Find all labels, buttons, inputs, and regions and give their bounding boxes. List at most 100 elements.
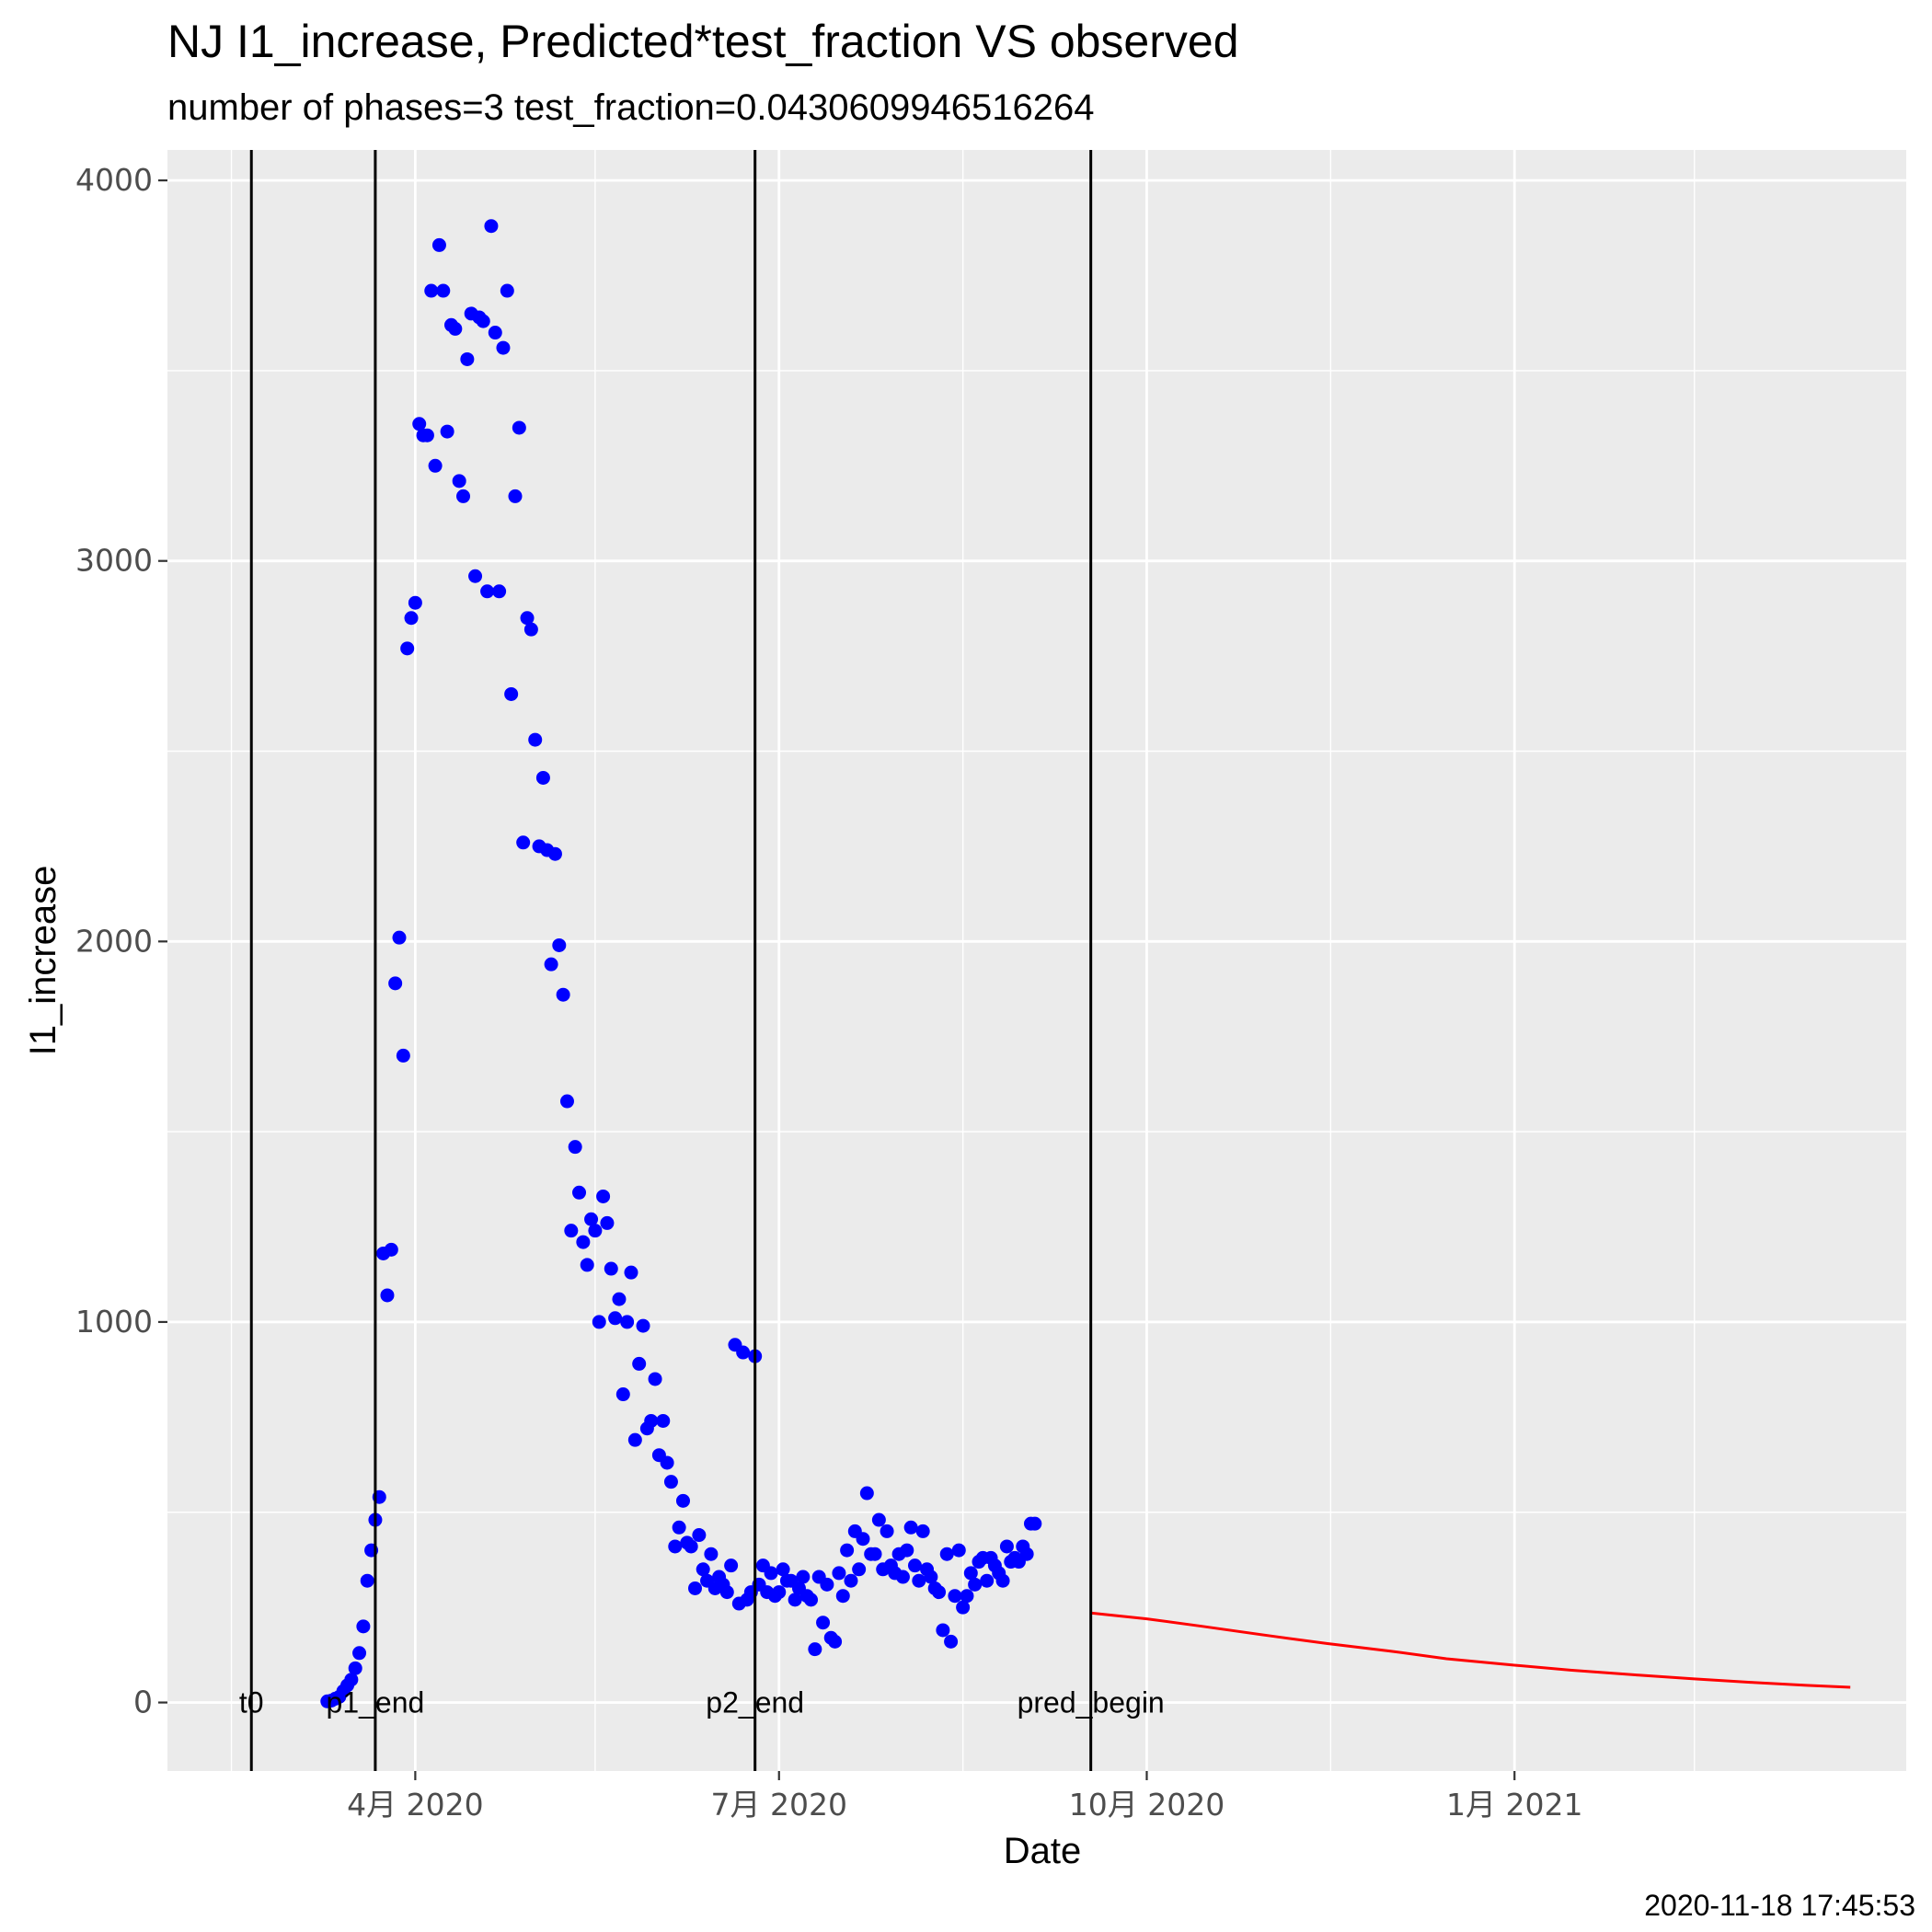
observed-point xyxy=(900,1543,914,1558)
phase-label: p1_end xyxy=(327,1686,425,1719)
observed-point xyxy=(912,1573,926,1588)
observed-point xyxy=(844,1573,858,1588)
observed-point xyxy=(852,1562,867,1577)
observed-point xyxy=(480,584,495,599)
observed-point xyxy=(552,937,567,952)
observed-point xyxy=(500,283,514,298)
observed-point xyxy=(504,686,519,701)
observed-point xyxy=(508,489,523,503)
observed-point xyxy=(980,1573,995,1588)
observed-point xyxy=(523,622,538,637)
observed-point xyxy=(627,1432,642,1447)
observed-point xyxy=(968,1577,983,1592)
timestamp-caption: 2020-11-18 17:45:53 xyxy=(1644,1889,1915,1922)
observed-point xyxy=(804,1593,819,1607)
observed-point xyxy=(568,1140,582,1155)
plot-panel xyxy=(167,150,1906,1771)
observed-point xyxy=(932,1585,947,1600)
x-tick-label: 1月 2021 xyxy=(1446,1787,1582,1823)
observed-point xyxy=(352,1646,367,1661)
observed-point xyxy=(856,1532,870,1547)
observed-point xyxy=(484,219,499,234)
observed-point xyxy=(547,846,562,861)
observed-point xyxy=(516,835,531,850)
observed-point xyxy=(832,1566,846,1581)
observed-point xyxy=(644,1413,659,1428)
observed-point xyxy=(584,1212,599,1226)
y-tick-label: 1000 xyxy=(75,1304,153,1340)
observed-point xyxy=(684,1539,698,1554)
x-tick-label: 4月 2020 xyxy=(347,1787,483,1823)
observed-point xyxy=(944,1634,959,1649)
observed-point xyxy=(400,641,415,656)
observed-point xyxy=(452,474,466,489)
observed-point xyxy=(412,417,427,431)
observed-point xyxy=(796,1570,811,1584)
observed-point xyxy=(903,1520,918,1535)
observed-point xyxy=(696,1562,710,1577)
observed-series xyxy=(320,219,1042,1708)
observed-point xyxy=(404,611,419,626)
chart-subtitle: number of phases=3 test_fraction=0.04306… xyxy=(167,87,1094,128)
observed-point xyxy=(936,1623,950,1638)
observed-point xyxy=(704,1547,719,1561)
observed-point xyxy=(576,1235,591,1249)
observed-point xyxy=(356,1619,371,1634)
observed-point xyxy=(604,1261,618,1276)
observed-point xyxy=(636,1318,650,1333)
observed-point xyxy=(424,283,439,298)
y-axis: 0 1000 2000 3000 4000 xyxy=(75,162,167,1720)
observed-point xyxy=(951,1543,966,1558)
observed-point xyxy=(520,611,535,626)
observed-point xyxy=(960,1589,974,1604)
observed-point xyxy=(840,1543,855,1558)
x-tick-label: 7月 2020 xyxy=(711,1787,847,1823)
observed-point xyxy=(736,1345,751,1360)
observed-point xyxy=(1028,1516,1042,1531)
y-tick-label: 2000 xyxy=(75,923,153,959)
observed-point xyxy=(528,732,543,747)
observed-point xyxy=(672,1520,686,1535)
observed-point xyxy=(384,1242,398,1257)
observed-point xyxy=(600,1215,615,1230)
observed-point xyxy=(663,1475,678,1489)
x-tick-label: 10月 2020 xyxy=(1069,1787,1225,1823)
observed-point xyxy=(535,770,550,785)
observed-point xyxy=(440,424,454,439)
observed-point xyxy=(895,1570,910,1584)
observed-point xyxy=(392,930,407,945)
observed-point xyxy=(588,1224,603,1238)
observed-point xyxy=(828,1634,843,1649)
observed-point xyxy=(656,1413,671,1428)
observed-point xyxy=(648,1372,662,1386)
observed-point xyxy=(572,1185,587,1200)
phase-lines: t0 p1_end p2_end pred_begin xyxy=(239,150,1165,1771)
observed-point xyxy=(492,584,507,599)
observed-point xyxy=(963,1566,978,1581)
major-gridlines xyxy=(167,150,1906,1771)
observed-point xyxy=(431,237,446,252)
observed-point xyxy=(612,1292,627,1306)
observed-point xyxy=(544,957,558,972)
observed-point xyxy=(388,976,403,991)
predicted-series xyxy=(1090,1611,1851,1689)
x-axis: 4月 2020 7月 2020 10月 2020 1月 2021 xyxy=(347,1771,1582,1823)
observed-point xyxy=(1019,1547,1034,1561)
observed-point xyxy=(868,1547,882,1561)
observed-point xyxy=(924,1570,938,1584)
observed-point xyxy=(835,1589,850,1604)
observed-point xyxy=(772,1585,787,1600)
observed-point xyxy=(456,489,471,503)
observed-point xyxy=(719,1585,734,1600)
observed-point xyxy=(816,1616,831,1630)
observed-point xyxy=(660,1455,674,1470)
observed-point xyxy=(668,1539,683,1554)
observed-point xyxy=(448,321,463,336)
observed-point xyxy=(420,428,434,443)
observed-point xyxy=(496,340,511,355)
observed-point xyxy=(580,1258,594,1272)
observed-point xyxy=(808,1642,822,1657)
observed-point xyxy=(380,1288,395,1303)
observed-point xyxy=(396,1048,410,1063)
predicted-line xyxy=(1090,1611,1851,1689)
